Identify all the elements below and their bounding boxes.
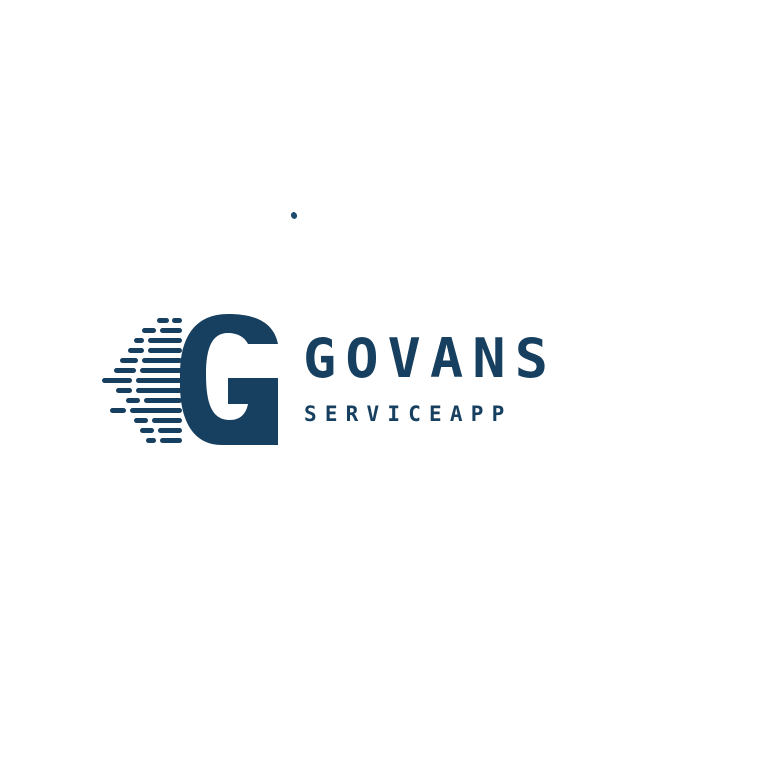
brand-name: GOVANS [303, 327, 558, 390]
stray-dot [289, 211, 299, 220]
wordmark: GOVANS SERVICEAPP [303, 312, 623, 452]
speed-lines-g-icon [102, 314, 278, 445]
brand-tagline: SERVICEAPP [304, 402, 513, 426]
brand-logo: GOVANS SERVICEAPP [100, 312, 620, 452]
